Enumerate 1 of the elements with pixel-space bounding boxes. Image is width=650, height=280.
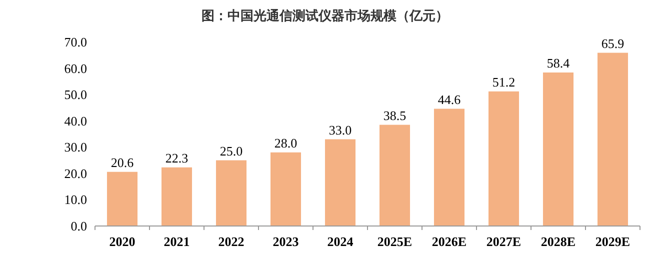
title: 图：中国光通信测试仪器市场规模（亿元） bbox=[202, 8, 448, 23]
